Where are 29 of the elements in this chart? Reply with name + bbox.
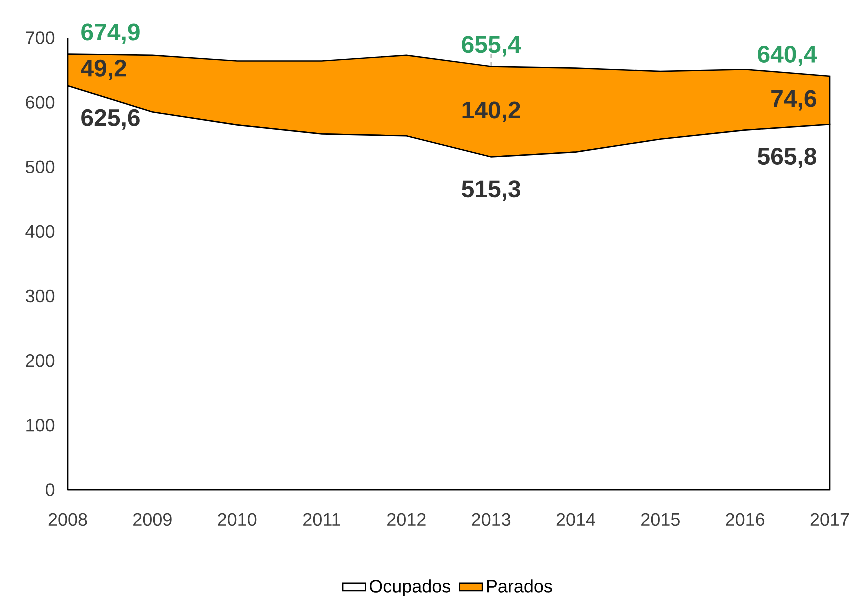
x-tick-label: 2010 (218, 513, 257, 526)
y-tick-label: 0 (46, 484, 55, 496)
y-tick-label: 400 (26, 225, 55, 238)
x-tick-label: 2016 (726, 513, 765, 526)
x-tick-label: 2011 (304, 513, 340, 526)
y-tick-label: 200 (26, 354, 55, 368)
x-tick-label: 2013 (472, 513, 511, 526)
x-tick-label: 2008 (48, 513, 88, 526)
data-label: 515,3 (462, 180, 520, 202)
total-label: 674,9 (82, 24, 140, 44)
y-tick-label: 500 (26, 160, 55, 174)
data-label: 74,6 (772, 90, 816, 111)
x-tick-label: 2017 (810, 513, 850, 526)
y-tick-label: 300 (26, 290, 55, 303)
x-tick-label: 2014 (556, 513, 596, 526)
legend-label: Ocupados (370, 580, 451, 596)
x-tick-label: 2012 (388, 513, 426, 526)
y-tick-label: 700 (26, 32, 55, 44)
data-label: 565,8 (758, 148, 817, 168)
data-label: 49,2 (81, 60, 126, 80)
data-label: 140,2 (462, 102, 520, 122)
y-tick-label: 100 (26, 419, 55, 432)
x-tick-label: 2009 (134, 513, 172, 526)
legend-label: Parados (487, 580, 552, 593)
y-tick-label: 600 (26, 96, 55, 109)
total-label: 640,4 (758, 46, 818, 66)
data-label: 625,6 (82, 109, 140, 130)
x-tick-label: 2015 (642, 513, 680, 526)
total-label: 655,4 (462, 36, 522, 57)
